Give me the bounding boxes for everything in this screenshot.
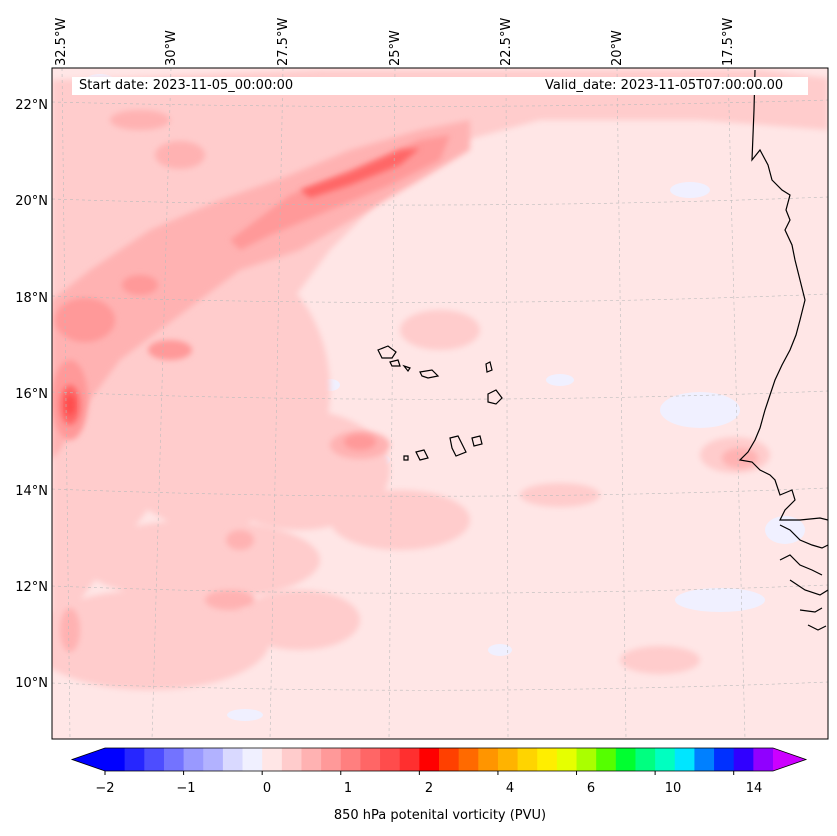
- pv-field: [52, 68, 828, 739]
- colorbar-tick-label: 1: [343, 781, 353, 796]
- colorbar-cell: [694, 748, 715, 771]
- colorbar-cell: [439, 748, 460, 771]
- lat-label: 14°N: [15, 484, 48, 499]
- colorbar-cell: [340, 748, 361, 771]
- colorbar-cell: [380, 748, 401, 771]
- colorbar-tick-label: 4: [505, 781, 515, 796]
- colorbar-tick-label: 0: [262, 781, 272, 796]
- colorbar-tick-label: 10: [664, 781, 682, 796]
- lat-label: 22°N: [15, 98, 48, 113]
- colorbar-tick-label: 2: [424, 781, 434, 796]
- lon-label: 20°W: [610, 30, 625, 66]
- colorbar-tick-label: −2: [95, 781, 115, 796]
- valid-date-label: Valid_date: 2023-11-05T07:00:00.00: [545, 78, 784, 93]
- colorbar-cell: [596, 748, 617, 771]
- colorbar-cell: [753, 748, 774, 771]
- colorbar-cell: [203, 748, 224, 771]
- gridlines: [52, 68, 828, 739]
- colorbar-cell: [242, 748, 263, 771]
- colorbar-cell: [281, 748, 302, 771]
- colorbar-cell: [655, 748, 676, 771]
- colorbar-title: 850 hPa potenital vorticity (PVU): [333, 808, 547, 823]
- lon-label: 27.5°W: [276, 17, 291, 66]
- colorbar-cell: [183, 748, 204, 771]
- colorbar: [70, 747, 808, 775]
- lon-label: 32.5°W: [54, 17, 69, 66]
- colorbar-cell: [556, 748, 578, 771]
- lon-label: 22.5°W: [499, 17, 514, 66]
- colorbar-cell: [576, 748, 597, 771]
- colorbar-tick-label: 6: [586, 781, 596, 796]
- colorbar-cell: [222, 748, 244, 771]
- colorbar-cell: [360, 748, 381, 771]
- colorbar-cell: [163, 748, 185, 771]
- colorbar-tick-label: −1: [176, 781, 196, 796]
- colorbar-cell: [733, 748, 754, 771]
- lat-label: 16°N: [15, 387, 48, 402]
- colorbar-cell: [497, 748, 519, 771]
- lon-label: 17.5°W: [721, 17, 736, 66]
- colorbar-cell: [144, 748, 165, 771]
- colorbar-tick-label: 14: [745, 781, 763, 796]
- colorbar-cell: [635, 748, 656, 771]
- colorbar-cell: [458, 748, 479, 771]
- colorbar-cell: [301, 748, 322, 771]
- colorbar-cell: [615, 748, 636, 771]
- start-date-label: Start date: 2023-11-05_00:00:00: [79, 78, 294, 93]
- lat-label: 18°N: [15, 291, 48, 306]
- pv-max: [65, 395, 75, 415]
- colorbar-cell: [478, 748, 499, 771]
- lon-label: 25°W: [388, 30, 403, 66]
- colorbar-cell: [399, 748, 420, 771]
- lon-label: 30°W: [164, 30, 179, 66]
- info-box: [72, 77, 808, 95]
- colorbar-cell: [714, 748, 735, 771]
- lat-label: 10°N: [15, 676, 48, 691]
- lat-label: 12°N: [15, 580, 48, 595]
- colorbar-cell: [262, 748, 283, 771]
- colorbar-cell: [537, 748, 558, 771]
- colorbar-cell: [105, 748, 126, 771]
- colorbar-over-arrow: [773, 748, 806, 771]
- lat-label: 20°N: [15, 194, 48, 209]
- colorbar-cell: [517, 748, 538, 771]
- colorbar-cell: [419, 748, 440, 771]
- map-frame: [51, 67, 829, 740]
- map-plot: [51, 67, 829, 740]
- cape-verde-islands: [377, 345, 503, 461]
- colorbar-cell: [674, 748, 695, 771]
- colorbar-cell: [124, 748, 145, 771]
- colorbar-under-arrow: [72, 748, 105, 771]
- colorbar-cell: [321, 748, 342, 771]
- coastline: [738, 69, 828, 631]
